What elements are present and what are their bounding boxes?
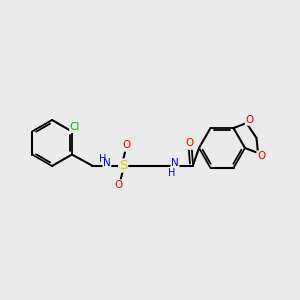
- Text: N: N: [171, 158, 179, 169]
- Text: O: O: [186, 139, 194, 148]
- Text: O: O: [245, 115, 253, 125]
- Text: O: O: [123, 140, 131, 151]
- Text: H: H: [168, 167, 175, 178]
- Text: H: H: [99, 154, 106, 164]
- Text: O: O: [257, 151, 265, 161]
- Text: S: S: [119, 159, 127, 172]
- Text: Cl: Cl: [70, 122, 80, 133]
- Text: O: O: [115, 181, 123, 190]
- Text: N: N: [103, 158, 111, 169]
